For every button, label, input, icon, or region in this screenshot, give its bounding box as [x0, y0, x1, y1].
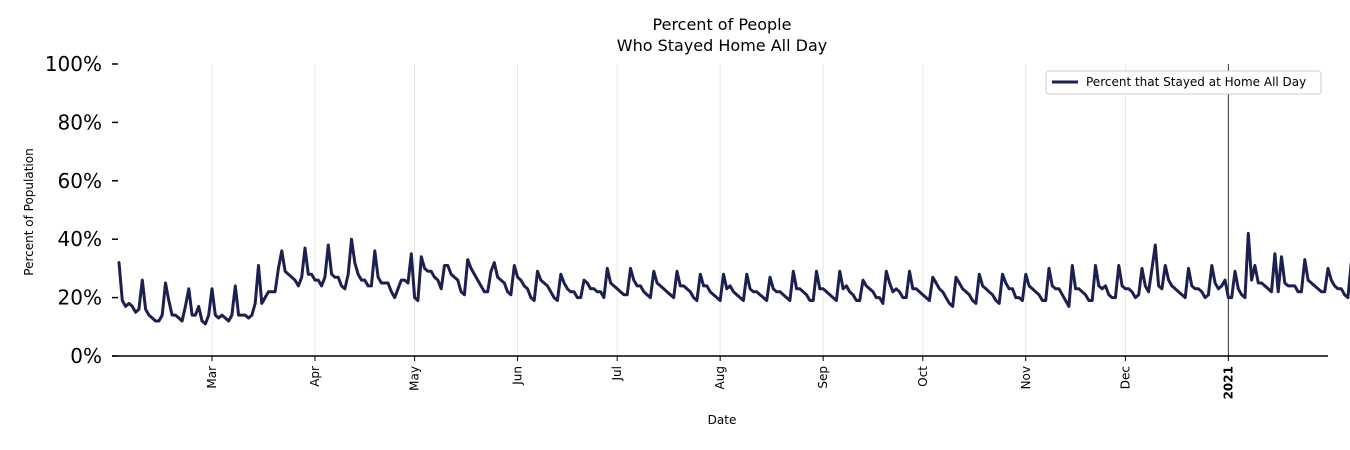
legend-label: Percent that Stayed at Home All Day: [1086, 75, 1306, 89]
legend: Percent that Stayed at Home All Day: [1045, 70, 1322, 95]
gridlines: [211, 64, 1229, 356]
y-tick-label: 100%: [45, 52, 102, 76]
x-ticks: Mar Apr May Jun Jul Aug Sep Oct Nov Dec 2021: [205, 356, 1235, 399]
x-tick-label: Jun: [511, 366, 525, 386]
x-tick-label: Dec: [1118, 366, 1132, 389]
chart-title-line2: Who Stayed Home All Day: [617, 36, 827, 55]
x-tick-label: Sep: [816, 366, 830, 389]
y-axis-label: Percent of Population: [22, 148, 36, 275]
y-ticks: 0% 20% 40% 60% 80% 100%: [45, 52, 118, 368]
chart-title-line1: Percent of People: [653, 15, 792, 34]
x-tick-label: May: [408, 366, 422, 391]
y-tick-label: 20%: [58, 286, 102, 310]
x-tick-label: Nov: [1019, 366, 1033, 389]
y-tick-label: 40%: [58, 227, 102, 251]
series-lines: [117, 231, 1350, 326]
x-tick-label: Jul: [610, 366, 624, 381]
y-tick-label: 60%: [58, 169, 102, 193]
x-tick-label: Mar: [205, 366, 219, 389]
x-tick-label: Aug: [713, 366, 727, 389]
y-tick-label: 0%: [70, 344, 102, 368]
x-tick-label: Oct: [916, 366, 930, 387]
legend-box: [1045, 70, 1322, 95]
x-axis-label: Date: [708, 413, 737, 427]
x-tick-label: 2021: [1221, 366, 1235, 399]
series-line: [117, 231, 1350, 326]
x-tick-label: Apr: [308, 366, 322, 387]
y-tick-label: 80%: [58, 110, 102, 134]
